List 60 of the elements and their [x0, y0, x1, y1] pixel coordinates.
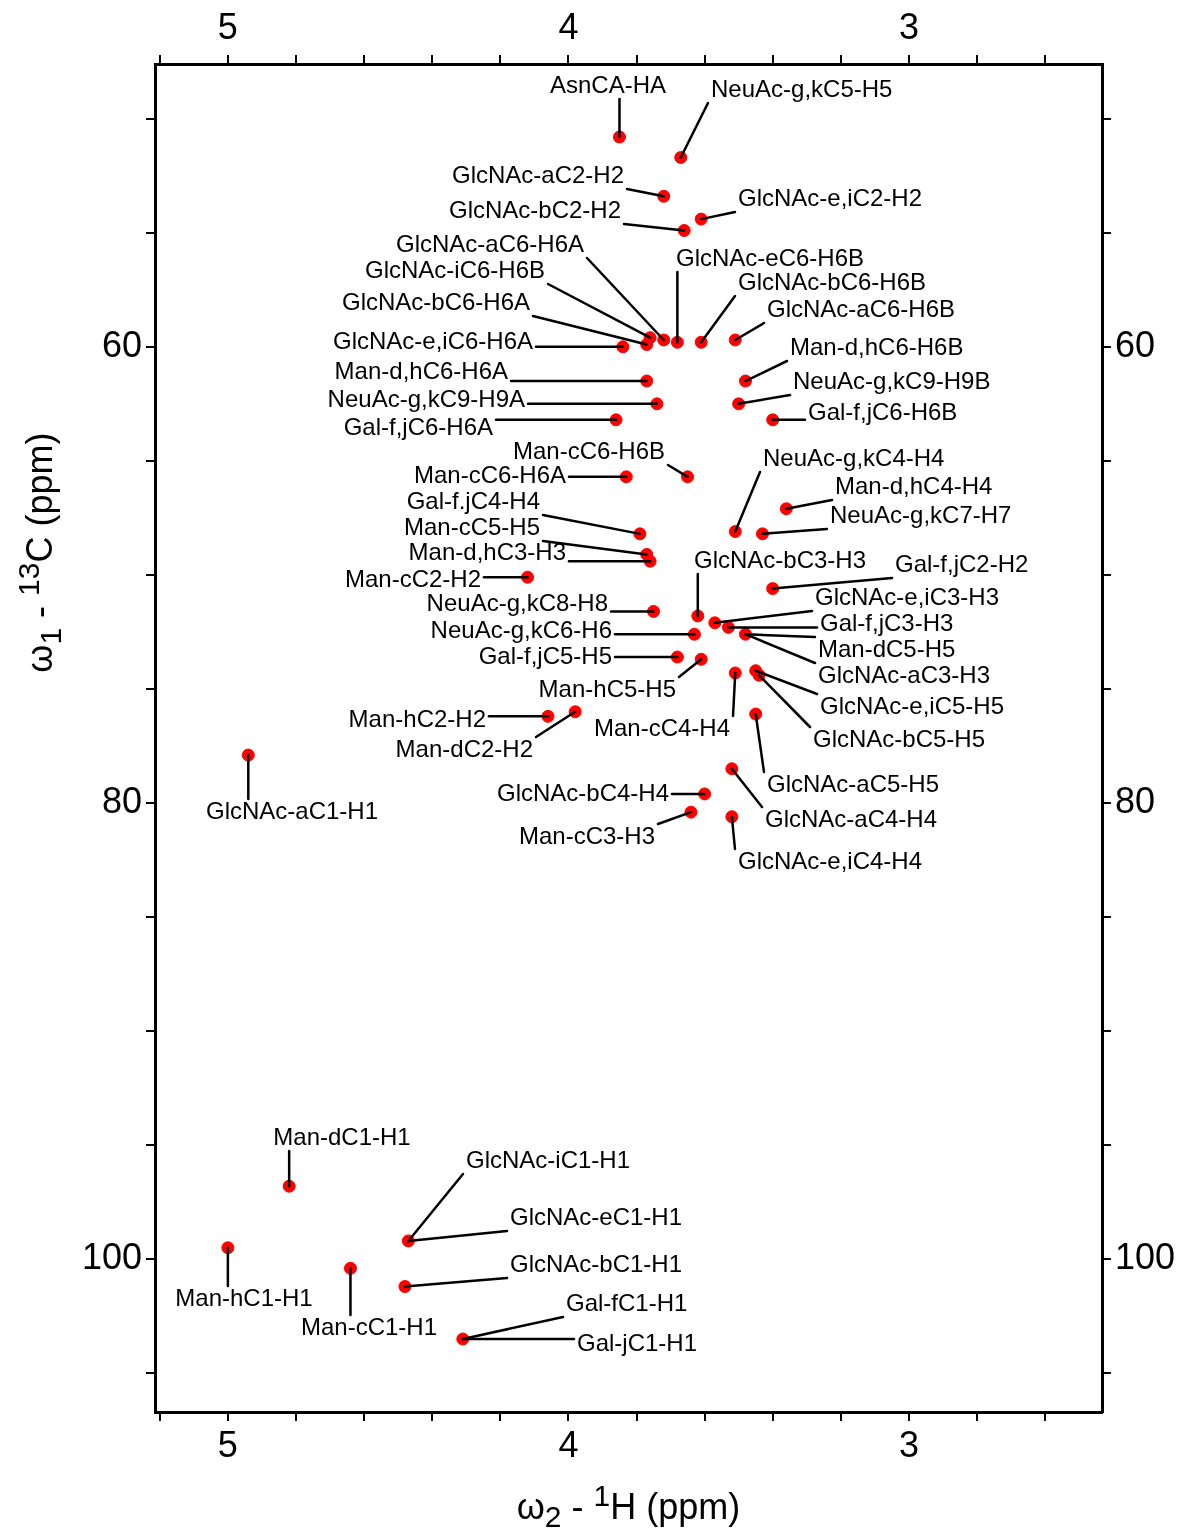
- annotation: GlcNAc-bC2-H2: [448, 195, 621, 223]
- annotation: GlcNAc-aC4-H4: [765, 804, 938, 832]
- annotation: GlcNAc-aC3-H3: [818, 660, 991, 688]
- y2-tick-label: 80: [1115, 779, 1156, 821]
- y-tick-label: 100: [81, 1236, 142, 1278]
- x2-tick-label: 4: [558, 6, 579, 48]
- x2-tick-label: 5: [217, 6, 238, 48]
- annotation: Man-d,hC3-H3: [408, 537, 567, 565]
- x-axis-title: ω$_{2}$ - $^{1}$H (ppm): [515, 1478, 742, 1530]
- annotation: NeuAc-g,kC9-H9A: [327, 384, 525, 412]
- annotation: Man-dC2-H2: [395, 734, 534, 762]
- annotation: GlcNAc-iC6-H6B: [364, 255, 546, 283]
- annotation: Man-cC4-H4: [593, 713, 731, 741]
- annotation: Gal-f,jC2-H2: [895, 549, 1029, 577]
- annotation: Man-hC1-H1: [175, 1283, 313, 1311]
- annotation: GlcNAc-aC5-H5: [767, 769, 940, 797]
- annotation: GlcNAc-bC1-H1: [510, 1249, 683, 1277]
- x-tick-label: 3: [898, 1423, 919, 1465]
- x2-tick-label: 3: [898, 6, 919, 48]
- annotation: GlcNAc-bC5-H5: [813, 724, 986, 752]
- annotation: Man-d,hC6-H6A: [334, 356, 508, 384]
- annotation: Man-d,hC6-H6B: [790, 332, 964, 360]
- annotation: GlcNAc-bC6-H6A: [341, 287, 531, 315]
- annotation: Man-d,hC4-H4: [835, 471, 993, 499]
- annotation: Man-cC3-H3: [518, 821, 655, 849]
- annotation: Man-dC1-H1: [273, 1122, 411, 1150]
- x-tick-label: 4: [558, 1423, 579, 1465]
- annotation: Gal-f,jC3-H3: [820, 608, 954, 636]
- y-tick-label: 80: [101, 779, 142, 821]
- annotation: GlcNAc-e,iC4-H4: [737, 846, 923, 874]
- annotation: GlcNAc-aC6-H6A: [395, 229, 585, 257]
- annotation: GlcNAc-eC1-H1: [510, 1202, 683, 1230]
- annotation: Gal-jC1-H1: [577, 1328, 698, 1356]
- y2-tick-label: 100: [1115, 1236, 1176, 1278]
- annotation: GlcNAc-bC3-H3: [693, 545, 867, 573]
- annotation: GlcNAc-iC1-H1: [466, 1145, 631, 1173]
- annotation: NeuAc-g,kC5-H5: [711, 74, 893, 102]
- annotation: NeuAc-g,kC7-H7: [830, 500, 1012, 528]
- annotation: GlcNAc-bC4-H4: [496, 778, 669, 806]
- y2-tick-label: 60: [1115, 323, 1156, 365]
- annotation: NeuAc-g,kC6-H6: [430, 615, 613, 643]
- annotation: Gal-f,jC6-H6B: [808, 397, 958, 425]
- annotation: GlcNAc-aC6-H6B: [767, 294, 956, 322]
- annotation: Gal-fC1-H1: [566, 1288, 688, 1316]
- annotation: Man-cC1-H1: [300, 1312, 438, 1340]
- annotation: Man-hC2-H2: [348, 704, 487, 732]
- x-tick-label: 5: [217, 1423, 238, 1465]
- annotation: GlcNAc-e,iC6-H6A: [332, 326, 534, 354]
- y-tick-label: 60: [101, 323, 142, 365]
- annotation: Gal-f,jC6-H6A: [343, 412, 494, 440]
- annotation: GlcNAc-aC1-H1: [205, 796, 379, 824]
- annotation: GlcNAc-e,iC3-H3: [815, 582, 1000, 610]
- annotation: NeuAc-g,kC9-H9B: [793, 366, 991, 394]
- annotation: GlcNAc-aC2-H2: [451, 160, 624, 188]
- annotation: Gal-f.jC4-H4: [406, 486, 540, 514]
- annotation: NeuAc-g,kC4-H4: [763, 443, 945, 471]
- annotation: GlcNAc-e,iC2-H2: [738, 183, 923, 211]
- annotation: Man-hC5-H5: [538, 674, 677, 702]
- annotation: AsnCA-HA: [549, 70, 667, 98]
- annotation: GlcNAc-e,iC5-H5: [820, 691, 1005, 719]
